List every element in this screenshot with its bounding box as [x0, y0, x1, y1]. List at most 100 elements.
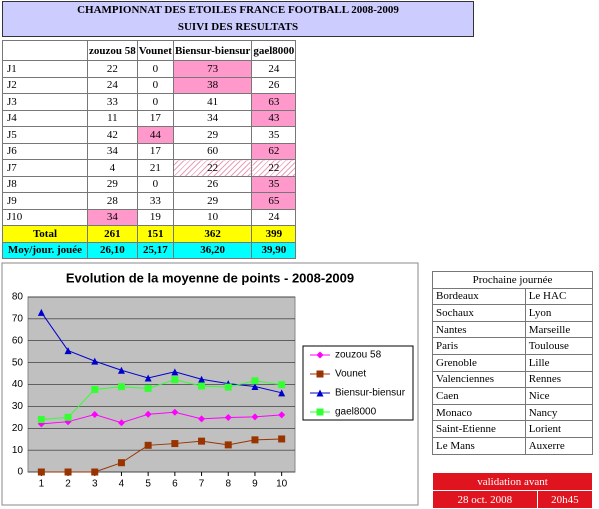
score-cell: 34 — [87, 208, 138, 226]
score-cell: 22 — [251, 159, 297, 177]
home-team: Bordeaux — [432, 287, 526, 306]
home-team: Monaco — [432, 403, 526, 422]
match-row: Paris Toulouse — [432, 337, 594, 355]
x-tick-label: 3 — [92, 479, 98, 490]
score-cell: 65 — [251, 192, 297, 210]
series-line — [41, 411, 282, 425]
score-cell: 19 — [136, 208, 174, 226]
marker — [171, 376, 179, 384]
score-cell: 24 — [251, 208, 297, 226]
row-label: J5 — [2, 126, 88, 144]
match-row: Sochaux Lyon — [432, 304, 594, 322]
score-cell: 34 — [87, 142, 138, 160]
data-row: J3 33 0 41 63 — [2, 93, 297, 111]
score-cell: 10 — [172, 208, 253, 226]
data-row: J10 34 19 10 24 — [2, 208, 297, 226]
marker — [117, 366, 125, 374]
score-cell: 44 — [136, 126, 174, 144]
validation-date: 28 oct. 2008 — [432, 490, 538, 509]
score-cell: 35 — [251, 175, 297, 193]
y-tick-label: 0 — [17, 467, 23, 478]
score-cell: 73 — [172, 60, 253, 78]
header-subtitle: SUIVI DES RESULTATS — [177, 21, 299, 33]
average-value: 26,10 — [87, 241, 138, 259]
score-cell: 22 — [172, 159, 253, 177]
marker — [144, 410, 152, 418]
score-cell: 26 — [172, 175, 253, 193]
validation-time: 20h45 — [536, 490, 594, 509]
marker — [144, 384, 152, 392]
score-cell: 22 — [87, 60, 138, 78]
total-value: 151 — [136, 225, 174, 243]
data-row: J9 28 33 29 65 — [2, 192, 297, 210]
score-cell: 0 — [136, 76, 174, 94]
marker — [251, 413, 259, 421]
marker — [171, 408, 179, 416]
data-row: J1 22 0 73 24 — [2, 60, 297, 78]
match-row: Grenoble Lille — [432, 353, 594, 372]
away-team: Lorient — [524, 420, 594, 438]
row-label: J8 — [2, 175, 88, 193]
marker — [278, 411, 286, 419]
x-tick-label: 5 — [145, 479, 151, 490]
header: CHAMPIONNAT DES ETOILES FRANCE FOOTBALL … — [2, 1, 474, 37]
score-cell: 4 — [87, 159, 138, 177]
average-label: Moy/jour. jouée — [2, 241, 88, 259]
fixtures-title: Prochaine journée — [432, 271, 593, 289]
away-team: Auxerre — [524, 436, 594, 455]
legend-label: Vounet — [335, 369, 366, 380]
marker — [224, 383, 232, 391]
home-team: Paris — [432, 337, 526, 355]
score-cell: 63 — [251, 93, 297, 111]
chart: Evolution de la moyenne de points - 2008… — [1, 262, 419, 506]
score-cell: 35 — [251, 126, 297, 144]
data-row: J2 24 0 38 26 — [2, 76, 297, 94]
marker — [64, 468, 72, 476]
x-tick-label: 8 — [225, 479, 231, 490]
marker — [224, 414, 232, 422]
column-header: zouzou 58 — [87, 40, 138, 61]
score-cell: 60 — [172, 142, 253, 160]
data-row: J4 11 17 34 43 — [2, 109, 297, 127]
row-label: J1 — [2, 60, 88, 78]
home-team: Grenoble — [432, 353, 526, 372]
marker — [64, 347, 72, 355]
score-cell: 24 — [251, 60, 297, 78]
marker — [144, 374, 152, 382]
score-cell: 29 — [172, 126, 253, 144]
fixtures-table: Prochaine journée Bordeaux Le HAC Sochaux Ly… — [432, 271, 594, 455]
marker — [278, 435, 286, 443]
row-label: J2 — [2, 76, 88, 94]
marker — [316, 408, 324, 416]
marker — [224, 441, 232, 449]
marker — [37, 468, 45, 476]
score-cell: 42 — [87, 126, 138, 144]
home-team: Caen — [432, 387, 526, 405]
chart-title: Evolution de la moyenne de points - 2008… — [66, 270, 354, 285]
away-team: Le HAC — [524, 287, 594, 306]
match-row: Saint-Etienne Lorient — [432, 420, 594, 438]
score-cell: 0 — [136, 93, 174, 111]
marker — [117, 419, 125, 427]
home-team: Valenciennes — [432, 370, 526, 389]
score-cell: 0 — [136, 60, 174, 78]
marker — [91, 410, 99, 418]
marker — [144, 441, 152, 449]
marker — [316, 351, 324, 359]
legend-box — [302, 345, 414, 421]
marker — [91, 357, 99, 365]
away-team: Rennes — [524, 370, 594, 389]
legend-label: gael8000 — [335, 407, 377, 418]
marker — [198, 382, 206, 390]
match-row: Caen Nice — [432, 387, 594, 405]
marker — [278, 381, 286, 389]
marker — [117, 383, 125, 391]
legend-label: zouzou 58 — [335, 350, 382, 361]
y-tick-label: 70 — [12, 314, 24, 325]
series-line — [40, 312, 282, 394]
marker — [278, 389, 286, 397]
validation-table: validation avant 28 oct. 2008 20h45 — [432, 472, 594, 509]
row-label: J3 — [2, 93, 88, 111]
row-label: J7 — [2, 159, 88, 177]
